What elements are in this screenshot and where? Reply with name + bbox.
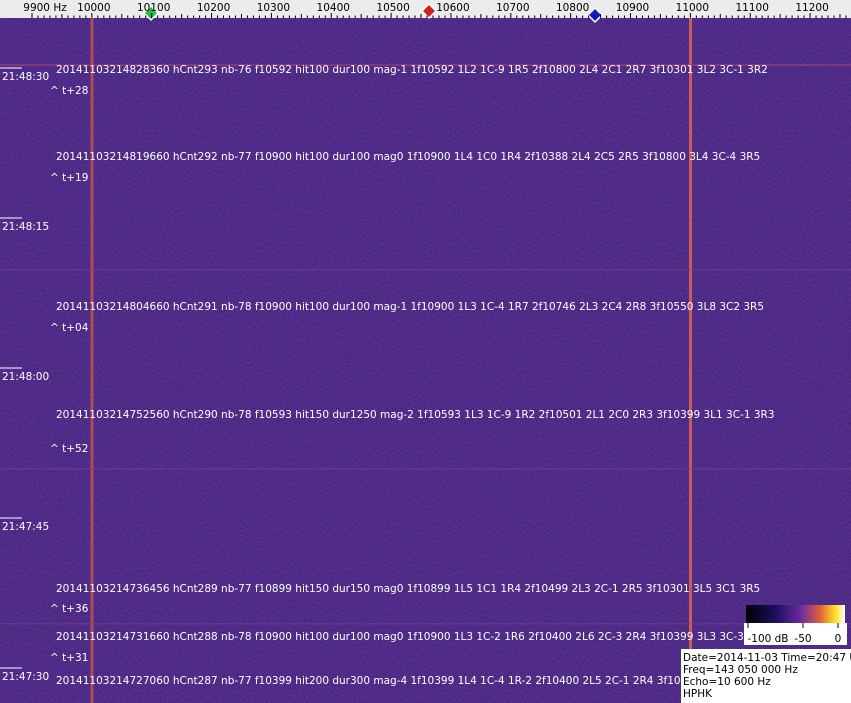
freq-label: 9900 Hz	[23, 2, 67, 14]
info-line: HPHK	[683, 688, 713, 700]
colorbar-labels-bg	[744, 623, 847, 645]
detection-offset: ^ t+28	[50, 85, 88, 97]
time-label: 21:47:30	[2, 671, 49, 683]
colorbar-label: 0	[835, 633, 842, 645]
freq-label: 10600	[436, 2, 469, 14]
info-box	[681, 649, 851, 703]
colorbar-label: -100 dB	[747, 633, 788, 645]
time-label: 21:48:30	[2, 71, 49, 83]
time-label: 21:48:00	[2, 371, 49, 383]
detection-offset: ^ t+36	[50, 603, 89, 615]
info-line: Freq=143 050 000 Hz	[683, 664, 798, 676]
colorbar-label: -50	[794, 633, 811, 645]
freq-label: 11000	[676, 2, 709, 14]
info-line: Date=2014-11-03 Time=20:47 UTC	[683, 652, 851, 664]
freq-label: 10100	[137, 2, 170, 14]
freq-label: 10500	[376, 2, 409, 14]
detection-record: 20141103214752560 hCnt290 nb-78 f10593 h…	[56, 409, 775, 421]
colorbar	[746, 605, 845, 623]
detection-record: 20141103214804660 hCnt291 nb-78 f10900 h…	[56, 301, 764, 313]
freq-label: 10900	[616, 2, 649, 14]
time-label: 21:48:15	[2, 221, 49, 233]
detection-offset: ^ t+31	[50, 652, 88, 664]
detection-record: 20141103214736456 hCnt289 nb-77 f10899 h…	[56, 583, 760, 595]
freq-label: 10300	[257, 2, 290, 14]
freq-label: 10800	[556, 2, 589, 14]
markers	[142, 2, 604, 24]
signals	[0, 18, 851, 703]
detection-record: 20141103214828360 hCnt293 nb-76 f10592 h…	[56, 64, 768, 76]
detection-record: 20141103214727060 hCnt287 nb-77 f10399 h…	[56, 675, 741, 687]
noise	[0, 18, 851, 703]
detection-offset: ^ t+52	[50, 443, 88, 455]
detection-offset: ^ t+04	[50, 322, 89, 334]
time-label: 21:47:45	[2, 521, 49, 533]
info-line: Echo=10 600 Hz	[683, 676, 771, 688]
freq-label: 10200	[197, 2, 230, 14]
detection-offset: ^ t+19	[50, 172, 88, 184]
freq-label: 11200	[795, 2, 828, 14]
freq-label: 11100	[735, 2, 768, 14]
detection-record: 20141103214731660 hCnt288 nb-78 f10900 h…	[56, 631, 768, 643]
freq-label: 10000	[77, 2, 110, 14]
freq-label: 10700	[496, 2, 529, 14]
freq-label: 10400	[317, 2, 350, 14]
detection-record: 20141103214819660 hCnt292 nb-77 f10900 h…	[56, 151, 760, 163]
